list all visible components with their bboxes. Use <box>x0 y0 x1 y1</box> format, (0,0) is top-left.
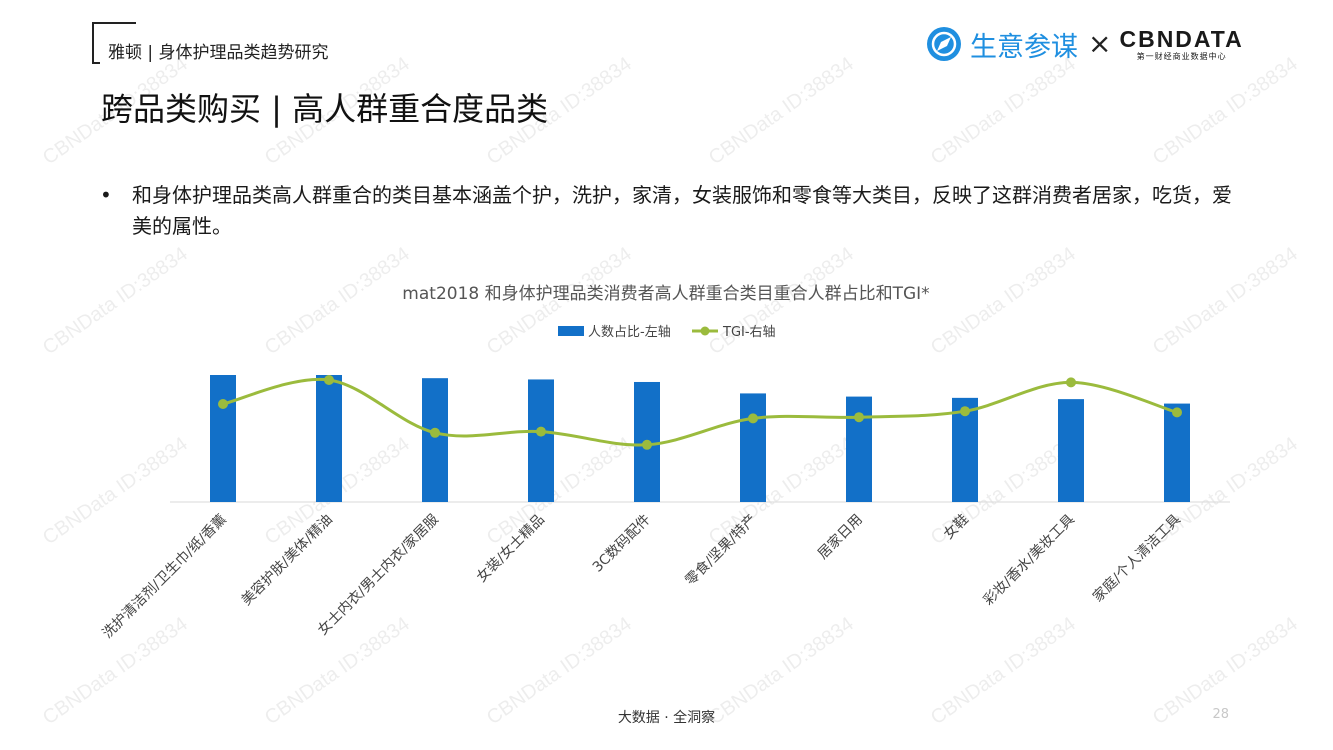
corner-bracket-decoration <box>92 22 136 64</box>
category-label-8: 女鞋 <box>940 511 972 543</box>
category-label-6: 零食/坚果/特产 <box>682 511 760 589</box>
legend-marker-line <box>700 326 710 336</box>
category-label-3: 女士内衣/男士内衣/家居服 <box>314 511 442 639</box>
bar-9 <box>1058 399 1084 502</box>
bar-10 <box>1164 403 1190 502</box>
tgi-point-10 <box>1172 407 1182 418</box>
category-label-2: 美容护肤/美体/精油 <box>238 511 336 609</box>
category-label-5: 3C数码配件 <box>590 512 654 576</box>
partner-name: CBNDATA <box>1119 25 1244 52</box>
category-label-7: 居家日用 <box>814 511 866 563</box>
bar-1 <box>210 375 236 502</box>
compass-icon <box>927 27 961 61</box>
category-label-10: 家庭/个人清洁工具 <box>1089 511 1184 606</box>
bar-4 <box>528 379 554 502</box>
bullet-point: • 和身体护理品类高人群重合的类目基本涵盖个护，洗护，家清，女装服饰和零食等大类… <box>100 180 1240 242</box>
category-label-1: 洗护清洁剂/卫生巾/纸/香薰 <box>100 512 230 642</box>
bar-6 <box>740 393 766 502</box>
tgi-point-4 <box>536 426 546 437</box>
legend-label-bars: 人数占比-左轴 <box>588 325 671 340</box>
tgi-point-6 <box>748 413 758 424</box>
bar-3 <box>422 378 448 502</box>
bullet-text: 和身体护理品类高人群重合的类目基本涵盖个护，洗护，家清，女装服饰和零食等大类目，… <box>132 183 1232 238</box>
logo-text: 生意参谋 <box>970 31 1078 63</box>
partner-logo: CBNDATA 第一财经商业数据中心 <box>1119 27 1243 62</box>
footer-slogan: 大数据 · 全洞察 <box>617 710 716 726</box>
tgi-point-1 <box>218 399 228 409</box>
tgi-point-8 <box>960 406 970 417</box>
legend-label-line: TGI-右轴 <box>722 325 776 340</box>
category-label-9: 彩妆/香水/美妆工具 <box>981 512 1078 609</box>
tgi-point-2 <box>324 375 334 385</box>
brand-logo: 生意参谋 × CBNDATA 第一财经商业数据中心 <box>924 22 1244 66</box>
page-title: 跨品类购买 | 高人群重合度品类 <box>101 90 549 128</box>
tgi-point-5 <box>642 439 652 450</box>
logo-separator: × <box>1088 27 1112 60</box>
tgi-point-9 <box>1066 377 1076 388</box>
legend-swatch-bars <box>558 326 584 336</box>
tgi-line <box>222 377 1178 447</box>
report-label: 雅顿 | 身体护理品类趋势研究 <box>108 43 329 63</box>
bullet-dot: • <box>100 183 112 207</box>
tgi-point-3 <box>430 427 440 438</box>
page-number: 28 <box>1212 707 1229 722</box>
combo-chart: mat2018 和身体护理品类消费者高人群重合类目重合人群占比和TGI* 人数占比… <box>100 284 1230 642</box>
tgi-point-7 <box>854 412 864 423</box>
partner-subtitle: 第一财经商业数据中心 <box>1136 51 1227 61</box>
bar-2 <box>316 375 342 502</box>
category-label-4: 女装/女士精品 <box>473 511 548 586</box>
chart-title: mat2018 和身体护理品类消费者高人群重合类目重合人群占比和TGI* <box>402 284 929 304</box>
